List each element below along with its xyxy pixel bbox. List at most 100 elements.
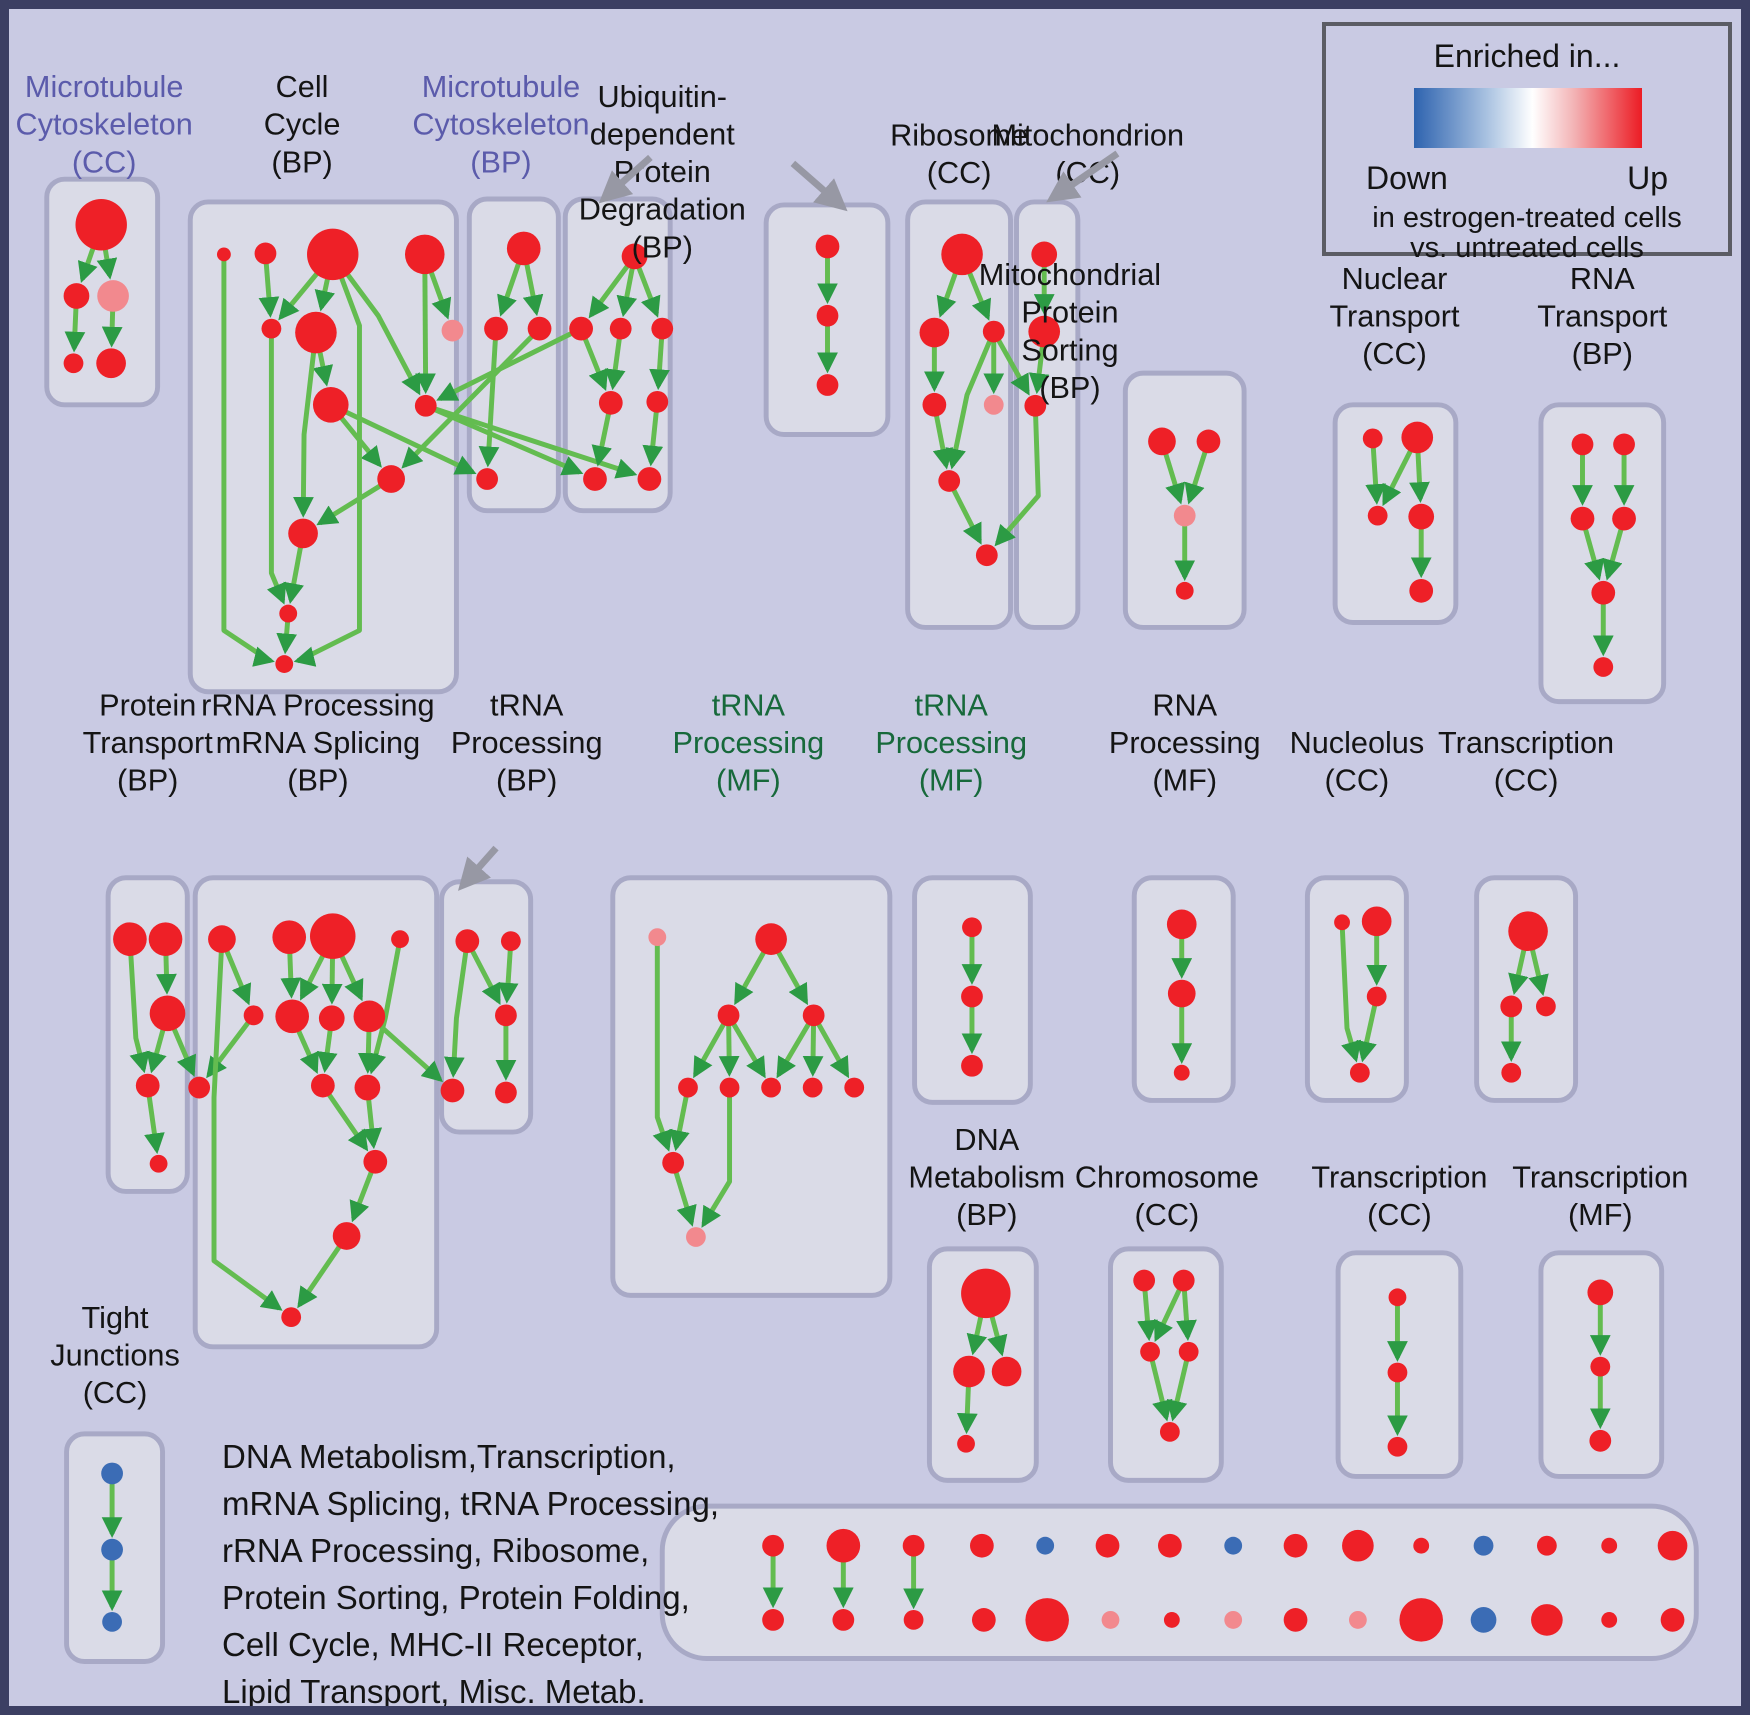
go-term-node-mito-sort	[1175, 581, 1194, 600]
go-term-node-prot-transport	[113, 922, 147, 956]
legend-subtitle-1: in estrogen-treated cells	[1372, 202, 1682, 234]
edge-arrow	[1356, 995, 1380, 1063]
go-term-node-ubiq-col	[815, 234, 840, 259]
cluster-label-trna-mf-2: tRNA Processing (MF)	[875, 689, 1027, 798]
note-line: Cell Cycle, MHC-II Receptor,	[222, 1626, 644, 1663]
go-term-node-prot-transport	[135, 1073, 160, 1098]
edge-arrow	[316, 476, 393, 526]
go-term-node-mitochondrion	[1024, 394, 1047, 417]
go-term-node-cell-cycle	[295, 311, 337, 354]
go-term-node-rrna	[275, 999, 310, 1034]
go-term-node-mt-cc	[75, 198, 127, 251]
go-term-node-mt-bp	[476, 468, 498, 490]
go-term-node-ribosome	[922, 392, 947, 417]
go-term-node-dna-met	[991, 1356, 1022, 1387]
go-term-node-ubiq-col	[816, 374, 839, 396]
go-term-node-trna-mf-big	[648, 928, 667, 947]
go-term-node-misc-bottom	[1224, 1611, 1243, 1629]
cluster-label-ribosome: Ribosome (CC)	[890, 119, 1028, 191]
go-term-node-cell-cycle	[288, 518, 318, 549]
go-term-node-cell-cycle	[441, 319, 464, 342]
go-term-node-rrna	[332, 1222, 361, 1250]
label-pointer-arrow	[598, 154, 653, 204]
go-term-node-prot-transport	[148, 922, 183, 956]
cluster-label-trans-cc-3: Transcription (CC)	[1311, 1160, 1487, 1232]
go-term-node-trans-mf	[1587, 1279, 1614, 1306]
go-term-node-misc-bottom	[1163, 1611, 1180, 1628]
legend-subtitle-2: vs. untreated cells	[1410, 232, 1644, 264]
go-term-node-misc-bottom	[1531, 1604, 1563, 1636]
edge-arrow	[266, 328, 287, 605]
go-term-node-rrna	[243, 1005, 264, 1026]
cluster-label-mito-sort: Mitochondrial Protein Sorting (BP)	[979, 258, 1161, 405]
go-term-node-misc-bottom	[902, 1534, 925, 1557]
edge-arrow	[945, 330, 997, 470]
go-term-node-misc-bottom	[969, 1533, 994, 1558]
go-term-node-trans-cc-2	[1501, 1062, 1522, 1083]
legend-box: Enriched in... Down Up in estrogen-treat…	[1322, 22, 1732, 264]
go-term-node-rrna	[309, 913, 356, 959]
label-pointer-arrow	[790, 160, 848, 212]
edge-arrow	[293, 332, 319, 518]
go-term-node-misc-bottom	[826, 1528, 861, 1563]
label-pointer-arrow	[1046, 150, 1120, 203]
edge-arrow	[994, 405, 1041, 547]
cluster-label-mt-bp: Microtubule Cytoskeleton (BP)	[412, 70, 589, 179]
go-term-node-chromosome	[1159, 1422, 1180, 1442]
cluster-label-chromosome: Chromosome (CC)	[1075, 1160, 1259, 1232]
go-term-node-trna-mf-big	[802, 1004, 825, 1027]
edge-arrow	[1339, 922, 1362, 1063]
edge-arrow	[669, 1087, 691, 1152]
go-term-node-upd	[637, 467, 662, 491]
go-term-node-ribosome	[975, 544, 998, 567]
go-term-node-cell-cycle	[404, 234, 445, 275]
go-term-node-rrna	[363, 1149, 388, 1174]
go-term-node-trna-mf-big	[686, 1227, 706, 1247]
go-term-node-trans-cc-3	[1387, 1436, 1408, 1457]
go-term-node-rrna	[318, 1005, 345, 1032]
go-term-node-misc-bottom	[1657, 1530, 1688, 1561]
go-term-node-misc-bottom	[1283, 1533, 1308, 1558]
go-term-node-rna-transport	[1612, 506, 1636, 531]
go-term-node-trna-bp	[495, 1081, 517, 1104]
go-term-node-misc-bottom	[1601, 1611, 1618, 1628]
go-term-node-dna-met	[961, 1268, 1011, 1319]
go-term-node-misc-bottom	[1399, 1598, 1443, 1642]
cluster-box-cell-cycle	[187, 199, 459, 695]
network-diagram: Microtubule Cytoskeleton (CC) Cell Cycle (BP)…	[16, 70, 1699, 1664]
cluster-label-prot-transport: Protein Transport (BP)	[83, 689, 214, 798]
go-term-node-misc-bottom	[971, 1608, 996, 1632]
go-term-node-cell-cycle	[414, 394, 437, 417]
go-term-node-mt-bp	[506, 231, 541, 266]
go-term-node-nucleolus	[1349, 1062, 1370, 1083]
edge-arrow	[991, 330, 1030, 396]
cluster-label-nucleolus: Nucleolus (CC)	[1290, 726, 1425, 798]
go-term-node-mt-cc	[97, 280, 129, 312]
go-term-node-trans-cc-3	[1388, 1288, 1407, 1307]
go-term-node-trna-mf-small	[961, 1054, 983, 1077]
edge-arrow	[401, 326, 542, 469]
go-term-node-rrna	[354, 1074, 381, 1101]
edge-arrow	[221, 254, 275, 667]
go-term-node-mt-bp	[484, 316, 508, 341]
go-term-node-nucleolus	[1366, 986, 1387, 1007]
go-term-node-cell-cycle	[261, 318, 282, 339]
go-term-node-tight-junctions	[102, 1611, 122, 1632]
go-term-node-trans-cc-2	[1535, 996, 1556, 1017]
go-term-node-misc-bottom	[903, 1610, 924, 1630]
go-term-node-misc-bottom	[762, 1534, 784, 1557]
go-term-node-cell-cycle	[312, 386, 349, 423]
go-term-node-ribosome	[982, 320, 1005, 343]
go-term-node-upd	[609, 317, 632, 340]
go-term-node-ribosome	[941, 233, 983, 276]
go-term-node-ribosome	[919, 317, 950, 348]
go-term-node-mitochondrion	[1028, 315, 1061, 348]
edge-arrow	[811, 1014, 850, 1079]
go-term-node-upd	[598, 390, 623, 415]
go-term-node-mito-sort	[1173, 504, 1196, 527]
go-term-node-rna-transport	[1570, 506, 1595, 531]
go-term-node-rrna	[281, 1307, 302, 1328]
go-term-node-trna-mf-big	[755, 923, 787, 955]
go-term-node-misc-bottom	[1095, 1533, 1120, 1558]
go-term-node-ubiq-col	[816, 304, 839, 327]
